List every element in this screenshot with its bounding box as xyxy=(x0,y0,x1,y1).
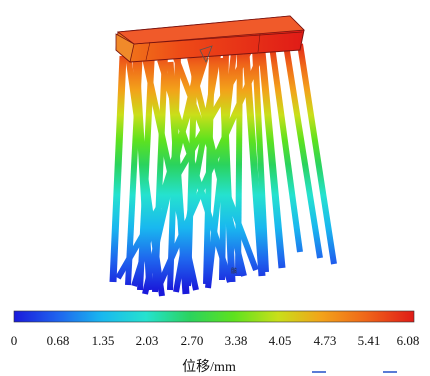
colorbar-tick: 4.73 xyxy=(313,333,337,348)
colorbar-fill xyxy=(13,310,415,323)
decorative-underline-mark xyxy=(312,371,326,373)
colorbar-tick: 4.05 xyxy=(268,333,292,348)
colorbar xyxy=(13,310,415,323)
pile-cap-deck xyxy=(115,15,305,63)
model-small-label: 骸 xyxy=(231,269,238,275)
decorative-underline-mark xyxy=(383,371,397,373)
pile-legs-front xyxy=(109,51,286,295)
colorbar-tick: 0 xyxy=(10,333,18,348)
colorbar-tick: 3.38 xyxy=(224,333,248,348)
colorbar-tick: 0.68 xyxy=(46,333,70,348)
colorbar-tick: 2.03 xyxy=(135,333,159,348)
colorbar-tick: 1.35 xyxy=(91,333,115,348)
colorbar-tick: 6.08 xyxy=(396,333,420,348)
colorbar-tick: 2.70 xyxy=(180,333,204,348)
colorbar-unit-label: 位移/mm xyxy=(182,360,236,375)
colorbar-tick: 5.41 xyxy=(357,333,381,348)
